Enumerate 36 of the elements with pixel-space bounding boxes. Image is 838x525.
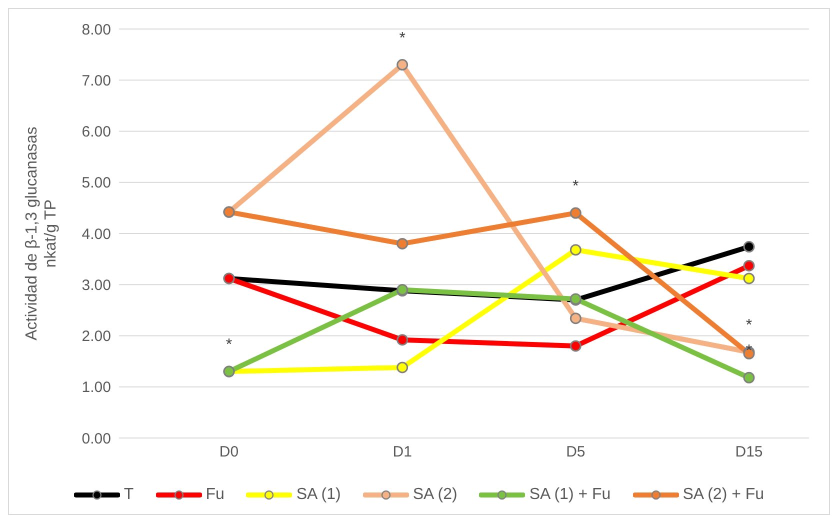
point bbox=[396, 334, 408, 346]
annotation: * bbox=[746, 317, 752, 334]
x-tick-label: D5 bbox=[566, 444, 586, 461]
y-tick-label: 8.00 bbox=[82, 21, 111, 38]
point bbox=[570, 340, 582, 352]
y-tick-label: 1.00 bbox=[82, 379, 111, 396]
legend-label: Fu bbox=[206, 486, 224, 504]
legend-label: SA (2) bbox=[412, 486, 458, 504]
x-tick-label: D1 bbox=[392, 444, 412, 461]
point bbox=[743, 260, 755, 272]
point bbox=[743, 272, 755, 284]
x-tick-label: D15 bbox=[735, 444, 763, 461]
point bbox=[743, 372, 755, 384]
legend-label: SA (1) bbox=[296, 486, 341, 504]
y-tick-label: 6.00 bbox=[82, 124, 111, 141]
y-tick-label: 3.00 bbox=[82, 276, 111, 294]
point bbox=[396, 362, 408, 374]
legend-label: T bbox=[124, 486, 134, 504]
point bbox=[396, 59, 408, 71]
y-axis-title: Actividad de β-1,3 glucanasas nkat/g TP bbox=[24, 126, 60, 340]
y-tick-label: 2.00 bbox=[82, 328, 111, 346]
y-tick-label: 4.00 bbox=[82, 226, 111, 243]
annotation: * bbox=[399, 30, 406, 47]
y-tick-label: 5.00 bbox=[82, 174, 111, 192]
point bbox=[570, 207, 582, 219]
legend-label: SA (1) + Fu bbox=[529, 486, 611, 504]
y-tick-label: 7.00 bbox=[82, 72, 111, 90]
annotation: * bbox=[572, 178, 579, 196]
x-tick-label: D0 bbox=[219, 444, 239, 461]
point bbox=[396, 238, 408, 250]
point bbox=[570, 244, 582, 256]
legend-label: SA (2) + Fu bbox=[682, 486, 764, 504]
point bbox=[570, 312, 582, 324]
annotation: * bbox=[226, 336, 232, 354]
y-tick-label: 0.00 bbox=[82, 430, 111, 448]
point bbox=[743, 241, 755, 253]
